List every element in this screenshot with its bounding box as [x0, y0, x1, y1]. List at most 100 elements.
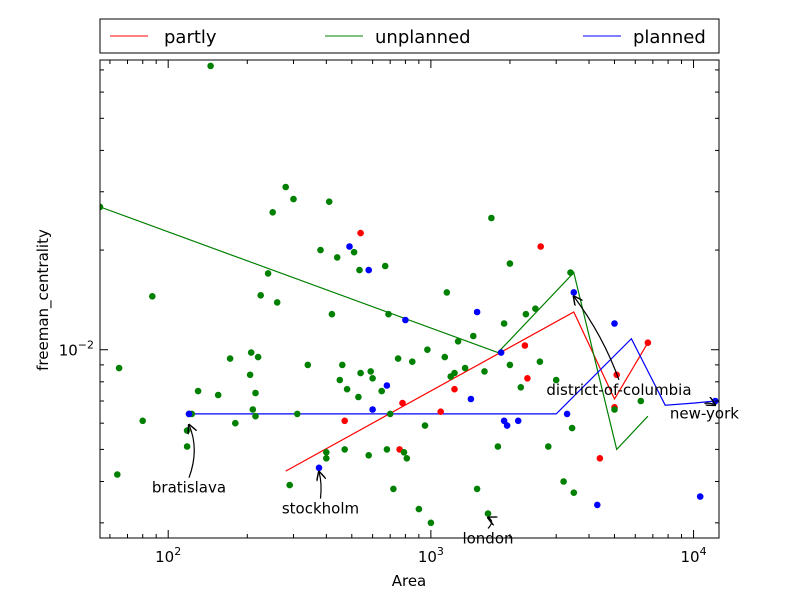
- data-point-partly: [437, 408, 445, 416]
- data-point-unplanned: [207, 62, 214, 70]
- data-point-unplanned: [214, 391, 222, 399]
- data-point-unplanned: [286, 481, 294, 489]
- data-point-unplanned: [226, 355, 234, 362]
- legend-label-unplanned: unplanned: [375, 27, 471, 48]
- data-point-unplanned: [611, 406, 618, 413]
- data-point-partly: [399, 399, 406, 407]
- data-point-unplanned: [409, 358, 416, 366]
- data-point-unplanned: [403, 455, 411, 462]
- data-point-planned: [185, 410, 193, 418]
- data-point-unplanned: [264, 270, 272, 277]
- data-point-unplanned: [568, 424, 576, 432]
- data-point-unplanned: [333, 254, 341, 261]
- data-point-unplanned: [339, 361, 346, 369]
- x-tick-label: 102: [155, 545, 181, 566]
- data-point-planned: [500, 417, 508, 425]
- data-point-unplanned: [194, 387, 202, 395]
- data-point-partly: [357, 229, 364, 237]
- data-point-unplanned: [421, 422, 429, 429]
- data-point-planned: [346, 243, 353, 250]
- data-point-partly: [644, 339, 652, 347]
- data-point-unplanned: [183, 443, 191, 450]
- data-point-unplanned: [269, 209, 277, 216]
- y-tick-label: 10−2: [59, 339, 94, 360]
- data-point-partly: [341, 417, 349, 425]
- data-point-unplanned: [552, 376, 560, 384]
- annotation-arrow-london: [488, 518, 492, 529]
- annotation-stockholm: stockholm: [282, 500, 359, 518]
- data-point-unplanned: [441, 353, 449, 361]
- data-point-unplanned: [341, 446, 349, 453]
- data-point-unplanned: [369, 375, 376, 382]
- x-tick-label: 103: [418, 545, 444, 566]
- data-point-unplanned: [517, 384, 525, 391]
- annotation-arrow-district-of-columbia: [574, 296, 620, 381]
- data-point-planned: [594, 501, 601, 509]
- data-point-unplanned: [451, 369, 458, 377]
- data-point-unplanned: [484, 510, 492, 517]
- data-point-unplanned: [385, 310, 392, 318]
- x-tick-label: 104: [680, 545, 706, 566]
- data-point-planned: [497, 349, 505, 356]
- data-point-planned: [563, 410, 571, 418]
- data-point-planned: [369, 406, 376, 413]
- data-point-unplanned: [488, 214, 495, 222]
- data-point-unplanned: [427, 519, 435, 527]
- data-point-unplanned: [365, 452, 373, 459]
- data-point-unplanned: [494, 443, 502, 450]
- data-point-unplanned: [506, 260, 514, 267]
- data-point-planned: [503, 422, 511, 429]
- data-point-planned: [473, 308, 481, 316]
- data-point-unplanned: [273, 299, 281, 306]
- data-point-partly: [521, 342, 529, 349]
- data-point-planned: [467, 395, 475, 403]
- data-point-planned: [611, 320, 618, 327]
- data-point-partly: [451, 385, 458, 393]
- annotation-district-of-columbia: district-of-columbia: [546, 381, 691, 399]
- data-point-unplanned: [355, 393, 362, 401]
- data-point-unplanned: [294, 410, 301, 418]
- data-point-planned: [383, 382, 391, 389]
- data-point-unplanned: [290, 195, 297, 203]
- data-point-unplanned: [522, 310, 530, 318]
- data-point-unplanned: [500, 320, 508, 327]
- data-point-unplanned: [381, 262, 389, 270]
- data-point-unplanned: [246, 371, 254, 379]
- data-point-unplanned: [149, 293, 156, 300]
- data-point-unplanned: [400, 449, 408, 456]
- data-point-unplanned: [183, 427, 191, 434]
- legend-label-partly: partly: [164, 27, 217, 48]
- annotation-arrow-new-york: [704, 403, 715, 405]
- annotation-arrow-bratislava: [189, 425, 194, 478]
- data-point-unplanned: [357, 369, 364, 377]
- data-point-unplanned: [232, 419, 239, 427]
- data-point-unplanned: [506, 361, 514, 369]
- data-point-unplanned: [254, 353, 262, 361]
- data-point-unplanned: [415, 505, 423, 513]
- data-point-unplanned: [252, 389, 259, 397]
- data-point-unplanned: [545, 443, 552, 450]
- data-point-planned: [696, 493, 704, 500]
- data-point-unplanned: [317, 246, 324, 254]
- data-point-unplanned: [304, 361, 312, 369]
- data-point-unplanned: [383, 446, 391, 453]
- data-point-unplanned: [536, 358, 544, 366]
- data-point-unplanned: [350, 248, 358, 256]
- data-point-unplanned: [252, 412, 259, 420]
- data-point-unplanned: [325, 198, 333, 205]
- data-point-unplanned: [139, 417, 146, 425]
- plot-area: 102 103 104 10−2 bratislava stockholm london d…: [59, 59, 739, 566]
- data-point-unplanned: [378, 387, 386, 395]
- data-point-unplanned: [323, 449, 330, 456]
- legend: partly unplanned planned: [99, 18, 720, 54]
- annotation-london: london: [462, 529, 513, 547]
- data-point-unplanned: [247, 349, 255, 356]
- data-point-partly: [524, 375, 531, 382]
- data-point-unplanned: [470, 332, 477, 340]
- data-point-unplanned: [282, 183, 290, 191]
- data-point-unplanned: [443, 289, 451, 296]
- data-point-unplanned: [394, 355, 402, 362]
- data-point-unplanned: [356, 266, 363, 274]
- data-point-partly: [596, 455, 604, 462]
